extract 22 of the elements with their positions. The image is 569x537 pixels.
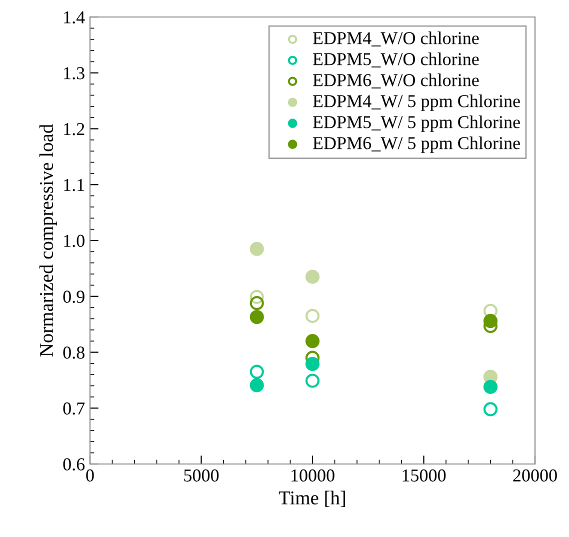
x-tick-label: 15000	[402, 469, 446, 482]
legend-label: EDPM5_W/ 5 ppm Chlorine	[312, 116, 520, 132]
legend-label: EDPM4_W/O chlorine	[312, 32, 479, 46]
x-tick-label: 20000	[513, 469, 557, 482]
y-tick-label: 1.3	[64, 67, 84, 80]
legend-label: EDPM5_W/O chlorine	[312, 52, 479, 68]
y-tick-label: 0.7	[63, 402, 85, 415]
legend-label: EDPM6_W/O chlorine	[312, 74, 479, 88]
x-tick-label: 10000	[292, 469, 334, 482]
y-tick-label: 0.6	[63, 458, 85, 471]
x-tick-label: 5000	[184, 469, 219, 482]
legend-label: EDPM4_W/ 5 ppm Chlorine	[312, 94, 520, 111]
y-tick-label: 0.8	[63, 346, 84, 359]
y-tick-label: 1.1	[64, 178, 84, 192]
y-tick-label: 1.0	[64, 234, 84, 248]
y-axis-title: Normarized compressive load	[39, 124, 58, 357]
y-tick-label: 1.2	[64, 123, 84, 136]
x-axis-title: Time [h]	[278, 490, 345, 507]
legend-label: EDPM6_W/ 5 ppm Chlorine	[312, 136, 520, 153]
y-tick-label: 0.9	[63, 290, 84, 303]
y-tick-label: 1.4	[64, 11, 85, 24]
x-tick-label: 0	[86, 469, 94, 482]
